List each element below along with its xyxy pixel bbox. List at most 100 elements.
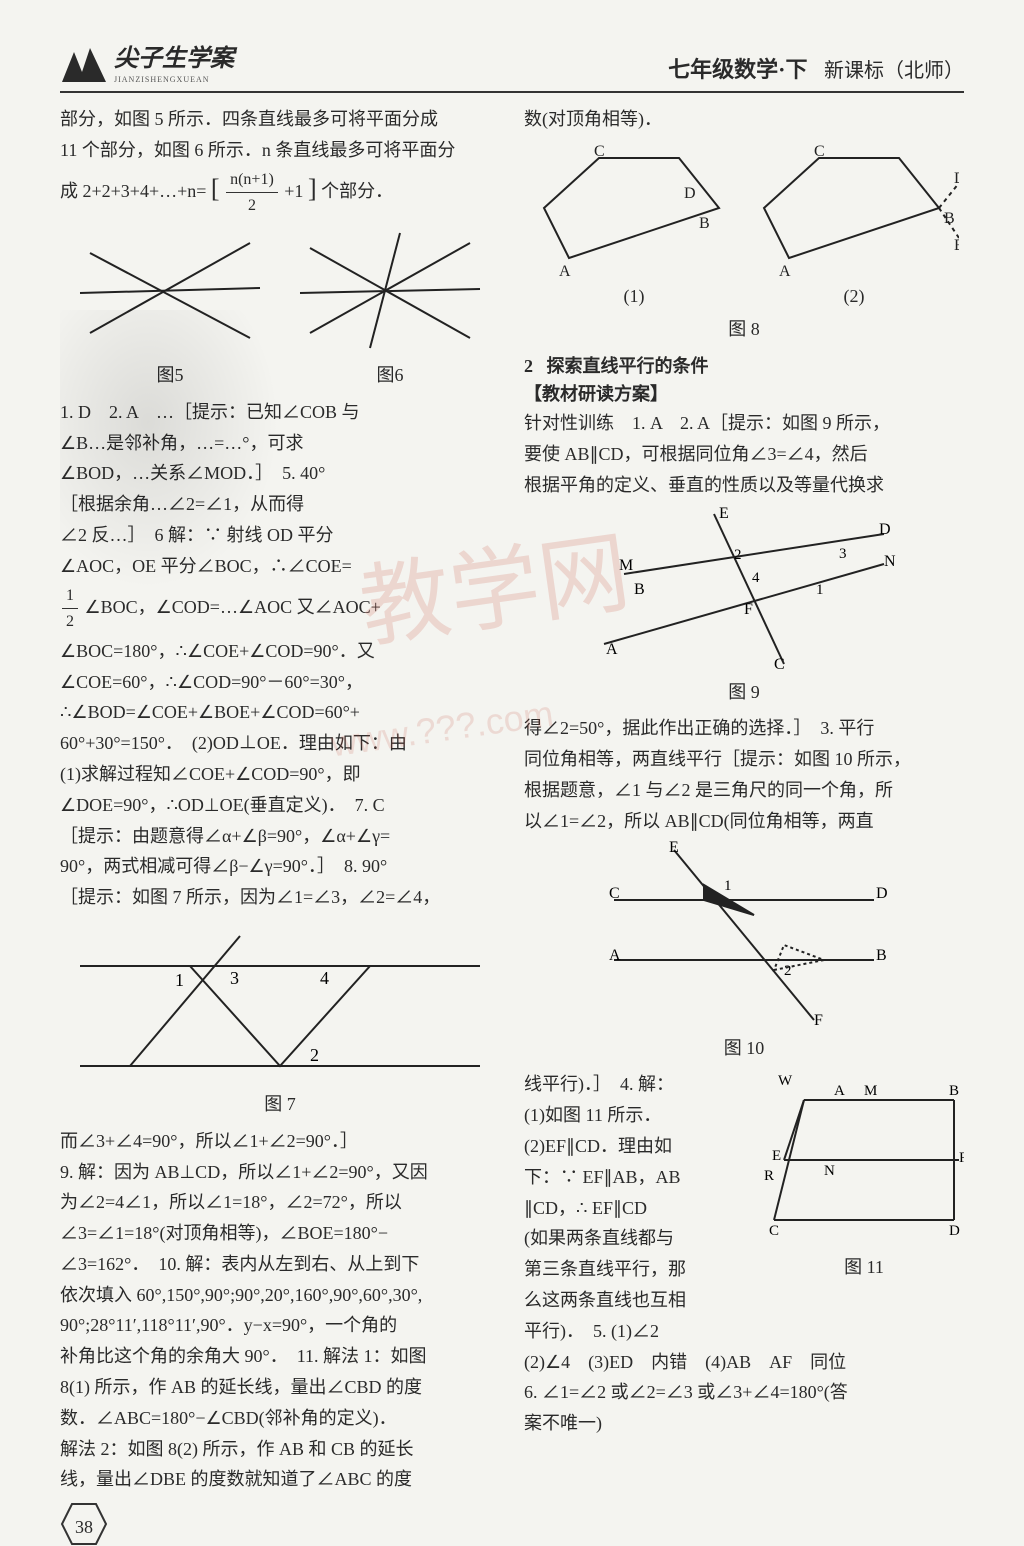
page-number: 38: [60, 1513, 108, 1542]
r-line-4: 得∠2=50°，据此作出正确的选择．］ 3. 平行: [524, 714, 964, 743]
svg-text:F: F: [959, 1150, 964, 1166]
half-den: 2: [62, 609, 78, 635]
r-line-11: 下：∵ EF∥AB，AB: [524, 1163, 756, 1192]
svg-text:A: A: [779, 263, 791, 278]
l-q9-11: 线，量出∠DBE 的度数就知道了∠ABC 的度: [60, 1465, 500, 1494]
left-intro-1: 部分，如图 5 所示．四条直线最多可将平面分成: [60, 105, 500, 134]
svg-text:A: A: [559, 263, 571, 278]
figure-7: 1 3 4 2: [70, 916, 490, 1086]
l-line-4: ［根据余角…∠2=∠1，从而得: [60, 490, 500, 519]
svg-text:2: 2: [734, 547, 742, 563]
r-line-0: 数(对顶角相等)．: [524, 105, 964, 134]
l-line-7-text: ∠BOC，∠COD=…∠AOC 又∠AOC+: [85, 597, 381, 617]
right-column: 数(对顶角相等)． C D B A C D B E A (1): [524, 105, 964, 1546]
fig8-sub2: (2): [844, 282, 865, 311]
r-line-18: 6. ∠1=∠2 或∠2=∠3 或∠3+∠4=180°(答: [524, 1378, 964, 1407]
book-title: 七年级数学·下: [668, 57, 807, 82]
svg-text:B: B: [634, 581, 645, 598]
r-line-19: 案不唯一): [524, 1409, 964, 1438]
left-intro-2: 11 个部分，如图 6 所示．n 条直线最多可将平面分: [60, 136, 500, 165]
intro-post: 个部分．: [321, 181, 393, 201]
fig7-caption: 图 7: [60, 1090, 500, 1119]
left-intro-3: 成 2+2+3+4+…+n= [ n(n+1) 2 +1 ] 个部分．: [60, 167, 500, 219]
l-q9-5: 依次填入 60°,150°,90°;90°,20°,160°,90°,60°,3…: [60, 1281, 500, 1310]
l-q9-4: ∠3=162°． 10. 解：表内从左到右、从上到下: [60, 1250, 500, 1279]
l-line-14: ［提示：由题意得∠α+∠β=90°，∠α+∠γ=: [60, 822, 500, 851]
svg-text:D: D: [876, 885, 888, 902]
r-line-16: 平行)． 5. (1)∠2: [524, 1317, 756, 1346]
r-line-3: 根据平角的定义、垂直的性质以及等量代换求: [524, 471, 964, 500]
r-line-14: 第三条直线平行，那: [524, 1255, 756, 1284]
fig8-sub1: (1): [624, 282, 645, 311]
half-num: 1: [62, 583, 78, 610]
l-line-16: ［提示：如图 7 所示，因为∠1=∠3，∠2=∠4，: [60, 883, 500, 912]
svg-text:2: 2: [784, 963, 792, 979]
svg-text:E: E: [772, 1148, 781, 1164]
svg-text:1: 1: [175, 970, 184, 990]
fig11-caption: 图 11: [764, 1253, 964, 1282]
r-line-10: (2)EF∥CD．理由如: [524, 1132, 756, 1161]
formula-plus: +1: [284, 181, 303, 201]
fig5-caption: 图5: [157, 361, 184, 390]
svg-text:A: A: [609, 947, 621, 964]
svg-text:D: D: [879, 521, 891, 538]
r-line-2: 要使 AB∥CD，可根据同位角∠3=∠4，然后: [524, 440, 964, 469]
r-line-6: 根据题意，∠1 与∠2 是三角尺的同一个角，所: [524, 776, 964, 805]
svg-text:3: 3: [230, 968, 239, 988]
svg-text:C: C: [774, 656, 785, 673]
svg-text:D: D: [684, 185, 696, 202]
svg-text:C: C: [594, 143, 605, 160]
l-line-1: 1. D 2. A …［提示：已知∠COB 与: [60, 398, 500, 427]
formula-denominator: 2: [226, 193, 278, 219]
svg-text:4: 4: [752, 570, 760, 586]
l-line-8: ∠BOC=180°，∴∠COE+∠COD=90°．又: [60, 637, 500, 666]
figure-5-6: [70, 223, 490, 353]
r-line-9: (1)如图 11 所示．: [524, 1101, 756, 1130]
l-q9-2: 为∠2=4∠1，所以∠1=18°，∠2=72°，所以: [60, 1188, 500, 1217]
svg-text:B: B: [876, 947, 887, 964]
figure-9: E D M A C N F 3 2 4 1 B: [584, 504, 904, 674]
svg-text:E: E: [719, 505, 729, 522]
r-line-8: 线平行)．］ 4. 解：: [524, 1070, 756, 1099]
formula-fraction: n(n+1) 2: [226, 167, 278, 219]
intro-pre: 成 2+2+3+4+…+n=: [60, 181, 206, 201]
mountain-logo-icon: [60, 44, 108, 84]
left-column: 部分，如图 5 所示．四条直线最多可将平面分成 11 个部分，如图 6 所示．n…: [60, 105, 500, 1546]
l-line-2: ∠B…是邻补角，…=…°，可求: [60, 429, 500, 458]
svg-text:C: C: [609, 885, 620, 902]
svg-text:M: M: [864, 1083, 877, 1099]
svg-text:3: 3: [839, 546, 847, 562]
sec2-sub: 【教材研读方案】: [524, 380, 964, 409]
l-q9-9: 数．∠ABC=180°−∠CBD(邻补角的定义)．: [60, 1404, 500, 1433]
fig10-caption: 图 10: [524, 1034, 964, 1063]
l-line-6: ∠AOC，OE 平分∠BOC，∴∠COE=: [60, 552, 500, 581]
fig8-caption: 图 8: [524, 315, 964, 344]
page-header: 尖子生学案 JIANZISHENGXUEAN 七年级数学·下 新课标（北师）: [60, 40, 964, 93]
l-line-15: 90°，两式相减可得∠β−∠γ=90°．］ 8. 90°: [60, 852, 500, 881]
page-number-hex: 38: [60, 1502, 108, 1546]
l-line-10: ∴∠BOD=∠COE+∠BOE+∠COD=60°+: [60, 698, 500, 727]
r-line-17: (2)∠4 (3)ED 内错 (4)AB AF 同位: [524, 1348, 964, 1377]
l-line-7: 1 2 ∠BOC，∠COD=…∠AOC 又∠AOC+: [60, 583, 500, 635]
r-line-7: 以∠1=∠2，所以 AB∥CD(同位角相等，两直: [524, 807, 964, 836]
r-line-12: ∥CD，∴ EF∥CD: [524, 1194, 756, 1223]
svg-text:F: F: [744, 601, 753, 618]
svg-text:2: 2: [310, 1045, 319, 1065]
brand-pinyin: JIANZISHENGXUEAN: [114, 74, 234, 87]
svg-text:B: B: [944, 210, 955, 227]
r-line-5: 同位角相等，两直线平行［提示：如图 10 所示，: [524, 745, 964, 774]
svg-text:N: N: [824, 1163, 835, 1179]
svg-text:E: E: [669, 840, 679, 856]
two-column-body: 部分，如图 5 所示．四条直线最多可将平面分成 11 个部分，如图 6 所示．n…: [60, 105, 964, 1546]
l-q9-3: ∠3=∠1=18°(对顶角相等)，∠BOE=180°−: [60, 1219, 500, 1248]
svg-text:E: E: [954, 237, 959, 254]
l-q9-7: 补角比这个角的余角大 90°． 11. 解法 1：如图: [60, 1342, 500, 1371]
l-q9-8: 8(1) 所示，作 AB 的延长线，量出∠CBD 的度: [60, 1373, 500, 1402]
l-line-9: ∠COE=60°，∴∠COD=90°－60°=30°，: [60, 668, 500, 697]
l-line-5: ∠2 反…］ 6 解：∵ 射线 OD 平分: [60, 521, 500, 550]
figure-8: C D B A C D B E A: [529, 138, 959, 278]
r-line-1: 针对性训练 1. A 2. A［提示：如图 9 所示，: [524, 409, 964, 438]
svg-text:1: 1: [724, 878, 732, 894]
svg-text:A: A: [606, 641, 618, 658]
brand-block: 尖子生学案 JIANZISHENGXUEAN: [60, 40, 234, 87]
